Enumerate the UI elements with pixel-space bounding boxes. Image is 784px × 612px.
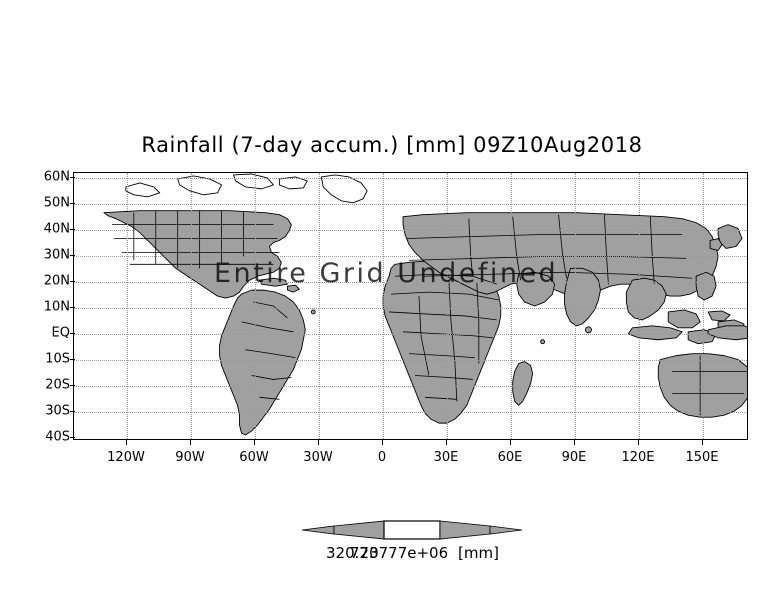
y-axis-tick-40s bbox=[70, 437, 75, 438]
x-axis-tick-120e bbox=[638, 440, 639, 445]
x-axis-label-120w: 120W bbox=[107, 450, 145, 465]
y-axis-tick-10n bbox=[70, 307, 75, 308]
y-axis: 60N 50N 40N 30N 20N 10N EQ 10S 20S 30S 4… bbox=[22, 169, 75, 445]
y-axis-label-20s: 20S bbox=[45, 377, 70, 393]
landmass-south-america bbox=[219, 289, 306, 436]
x-axis-label-30w: 30W bbox=[303, 450, 333, 465]
x-axis-tick-120w bbox=[126, 440, 127, 445]
y-axis-label-10n: 10N bbox=[43, 299, 70, 315]
y-axis-label-30n: 30N bbox=[43, 247, 70, 263]
y-axis-tick-30s bbox=[70, 411, 75, 412]
x-axis-label-90e: 90E bbox=[561, 450, 587, 465]
landmass-new-guinea bbox=[707, 325, 747, 341]
y-axis-tick-30n bbox=[70, 255, 75, 256]
landmass-india bbox=[564, 267, 601, 327]
x-axis-label-30e: 30E bbox=[433, 450, 459, 465]
y-axis-label-60n: 60N bbox=[43, 169, 70, 185]
colorbar-tick-label-min: 320.73 bbox=[326, 544, 379, 562]
y-axis-tick-20n bbox=[70, 281, 75, 282]
x-axis-label-0: 0 bbox=[377, 450, 387, 465]
page-title: Rainfall (7-day accum.) [mm] 09Z10Aug201… bbox=[141, 133, 643, 157]
x-axis-tick-90w bbox=[190, 440, 191, 445]
landmass-arabia bbox=[516, 271, 556, 307]
arctic-outlines bbox=[125, 173, 368, 204]
x-axis: 120W 90W 60W 30W 0 30E 60E 90E 120E 150E bbox=[73, 440, 748, 470]
colorbar[interactable]: 320.73 720777e+06 [mm] bbox=[300, 516, 524, 566]
x-axis-label-60w: 60W bbox=[239, 450, 269, 465]
colorbar-right-tail bbox=[489, 525, 523, 535]
y-axis-label-eq: EQ bbox=[51, 325, 70, 341]
colorbar-tick-label-max: 720777e+06 bbox=[350, 544, 449, 562]
x-axis-tick-90e bbox=[574, 440, 575, 445]
administrative-borders bbox=[111, 210, 747, 416]
colorbar-center-box bbox=[383, 520, 441, 540]
x-axis-tick-30e bbox=[446, 440, 447, 445]
world-basemap bbox=[103, 173, 747, 436]
y-axis-tick-40n bbox=[70, 229, 75, 230]
landmass-small-islands bbox=[310, 309, 592, 345]
y-axis-label-40n: 40N bbox=[43, 221, 70, 237]
y-axis-label-10s: 10S bbox=[45, 351, 70, 367]
map-plot-area[interactable]: Entire Grid Undefined bbox=[73, 172, 748, 440]
y-axis-tick-10s bbox=[70, 359, 75, 360]
y-axis-tick-eq bbox=[70, 333, 75, 334]
y-axis-tick-50n bbox=[70, 203, 75, 204]
colorbar-labels: 320.73 720777e+06 [mm] bbox=[300, 544, 524, 566]
map-inner: Entire Grid Undefined bbox=[74, 173, 747, 439]
x-axis-tick-60e bbox=[510, 440, 511, 445]
x-axis-label-150e: 150E bbox=[685, 450, 719, 465]
landmass-southeast-asia bbox=[625, 277, 667, 321]
colorbar-left-tail bbox=[301, 525, 335, 535]
y-axis-tick-20s bbox=[70, 385, 75, 386]
x-axis-label-120e: 120E bbox=[621, 450, 655, 465]
y-axis-label-20n: 20N bbox=[43, 273, 70, 289]
x-axis-tick-150e bbox=[702, 440, 703, 445]
landmass-usa-mexico bbox=[103, 210, 292, 299]
landmass-madagascar bbox=[512, 361, 534, 406]
y-axis-label-30s: 30S bbox=[45, 403, 70, 419]
x-axis-tick-30w bbox=[318, 440, 319, 445]
colorbar-unit-label: [mm] bbox=[458, 544, 499, 562]
x-axis-tick-0 bbox=[382, 440, 383, 445]
x-axis-label-90w: 90W bbox=[175, 450, 205, 465]
landmass-australia bbox=[657, 353, 747, 418]
x-axis-label-60e: 60E bbox=[497, 450, 523, 465]
y-axis-label-50n: 50N bbox=[43, 195, 70, 211]
y-axis-label-40s: 40S bbox=[45, 429, 70, 445]
colorbar-swatches bbox=[301, 520, 523, 540]
colorbar-right-wedge bbox=[439, 520, 491, 540]
colorbar-left-wedge bbox=[333, 520, 385, 540]
x-axis-tick-60w bbox=[254, 440, 255, 445]
y-axis-tick-60n bbox=[70, 177, 75, 178]
